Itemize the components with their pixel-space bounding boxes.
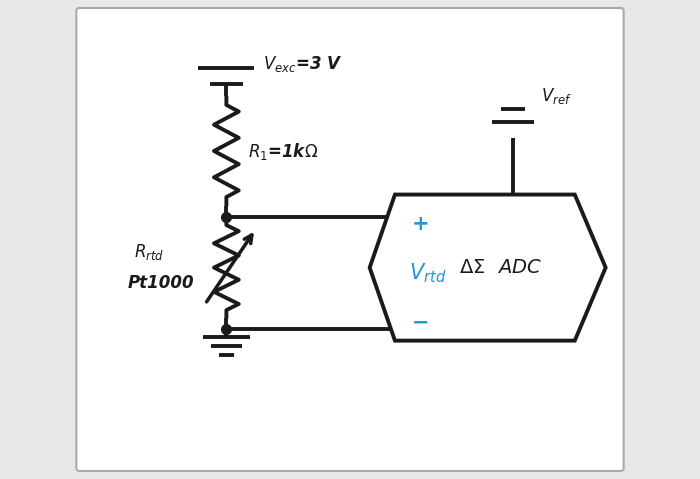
Polygon shape [370,194,606,341]
Text: $V_{ref}$: $V_{ref}$ [541,86,572,106]
Text: $R_1$=1k$\Omega$: $R_1$=1k$\Omega$ [248,140,318,161]
Text: Pt1000: Pt1000 [128,274,195,292]
FancyBboxPatch shape [76,8,624,471]
Text: $V_{rtd}$: $V_{rtd}$ [409,262,447,285]
Text: +: + [412,214,429,234]
Text: $R_{rtd}$: $R_{rtd}$ [134,242,164,262]
Text: −: − [412,313,429,332]
Text: $V_{exc}$=3 V: $V_{exc}$=3 V [263,54,342,74]
Text: $\Delta\Sigma$  $ADC$: $\Delta\Sigma$ $ADC$ [459,258,542,277]
